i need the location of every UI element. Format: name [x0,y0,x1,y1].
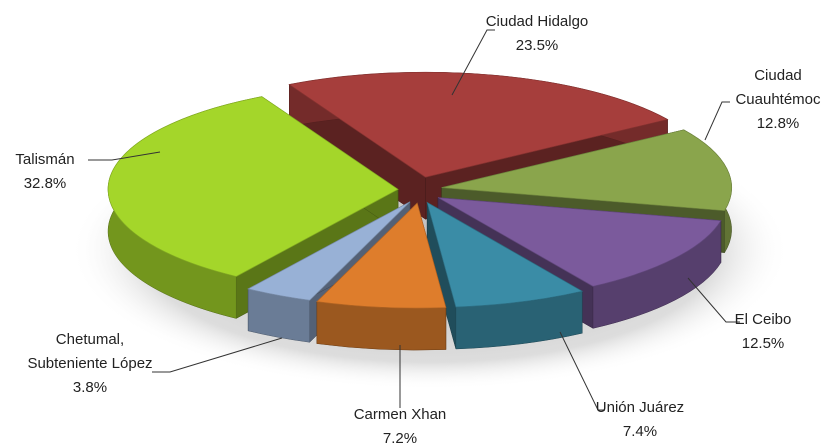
value-label: 32.8% [23,175,67,192]
category-name: Chetumal, Subteniente López [27,331,153,372]
category-name: Ciudad Cuauhtémoc [735,67,821,108]
slice-label: Chetumal, Subteniente López 3.8% [27,328,152,400]
category-name: Ciudad Hidalgo [485,13,589,30]
value-label: 3.8% [72,379,108,396]
slice-label: El Ceibo 12.5% [735,308,792,356]
slice-wall [316,301,447,351]
value-label: 12.5% [741,335,785,352]
category-name: Carmen Xhan [353,406,447,423]
slice [437,197,722,287]
value-label: 12.8% [756,115,800,132]
leader-lines [88,29,740,411]
value-label: 23.5% [515,37,559,54]
category-name: Talismán [15,151,75,168]
slice [107,96,399,277]
slice [247,201,411,301]
slice-label: Carmen Xhan 7.2% [354,403,447,445]
slice [288,71,669,178]
slice-label: Unión Juárez 7.4% [596,396,684,444]
slice [441,129,732,212]
value-label: 7.2% [382,430,418,445]
slices [107,71,732,351]
slice-label: Talismán 32.8% [15,148,74,196]
value-label: 7.4% [622,423,658,440]
slice-label: Ciudad Cuauhtémoc 12.8% [735,64,820,136]
slice-label: Ciudad Hidalgo 23.5% [486,10,589,58]
slice [426,201,584,308]
category-name: El Ceibo [734,311,792,328]
category-name: Unión Juárez [595,399,685,416]
slice [316,202,447,309]
